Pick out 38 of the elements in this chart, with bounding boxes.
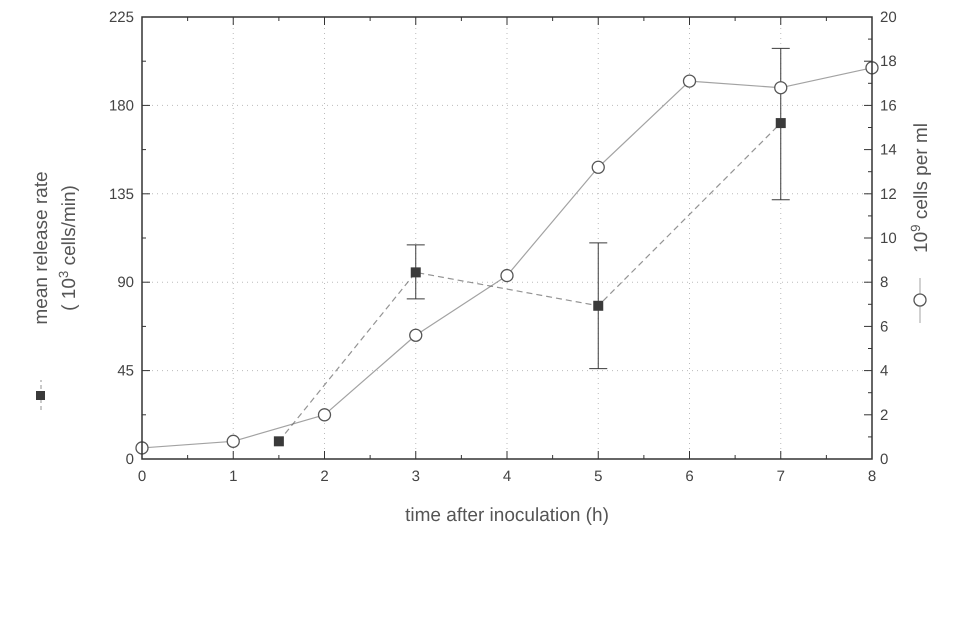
- point: [776, 118, 786, 128]
- y2-tick-label: 2: [880, 406, 888, 424]
- y-tick-label: 90: [117, 274, 134, 292]
- y2-tick-label: 14: [880, 142, 897, 159]
- y2-tick-label: 0: [880, 451, 888, 468]
- y-tick-label: 225: [108, 9, 134, 26]
- x-tick-label: 3: [412, 468, 420, 485]
- y2-tick-label: 6: [880, 318, 888, 336]
- point: [682, 74, 696, 88]
- point: [410, 267, 421, 278]
- x-tick-label: 7: [776, 468, 785, 485]
- x-tick-label: 0: [138, 468, 146, 485]
- y-tick-label: 135: [108, 186, 134, 203]
- y2-tick-label: 18: [880, 53, 897, 70]
- point: [226, 434, 240, 448]
- x-tick-label: 4: [502, 468, 512, 485]
- point: [592, 160, 605, 174]
- x-tick-label: 5: [594, 468, 602, 485]
- point: [274, 436, 284, 446]
- y-tick-label: 0: [126, 451, 134, 468]
- point: [500, 268, 514, 282]
- x-tick-label: 6: [685, 468, 694, 485]
- y2-tick-label: 4: [880, 362, 888, 380]
- x-tick-label: 1: [229, 468, 238, 485]
- point: [774, 81, 788, 94]
- y2-tick-label: 20: [880, 9, 897, 26]
- y-tick-label: 45: [117, 362, 134, 380]
- y2-tick-label: 12: [880, 186, 897, 203]
- y2-tick-label: 10: [880, 230, 897, 247]
- point: [318, 408, 332, 422]
- x-tick-label: 2: [320, 468, 329, 485]
- point: [409, 328, 422, 342]
- point: [593, 300, 604, 311]
- y2-tick-label: 16: [880, 97, 897, 114]
- x-tick-label: 8: [868, 468, 876, 485]
- x-axis-title: time after inoculation (h): [405, 505, 609, 526]
- y2-tick-label: 8: [880, 274, 888, 292]
- y-tick-label: 180: [108, 97, 134, 114]
